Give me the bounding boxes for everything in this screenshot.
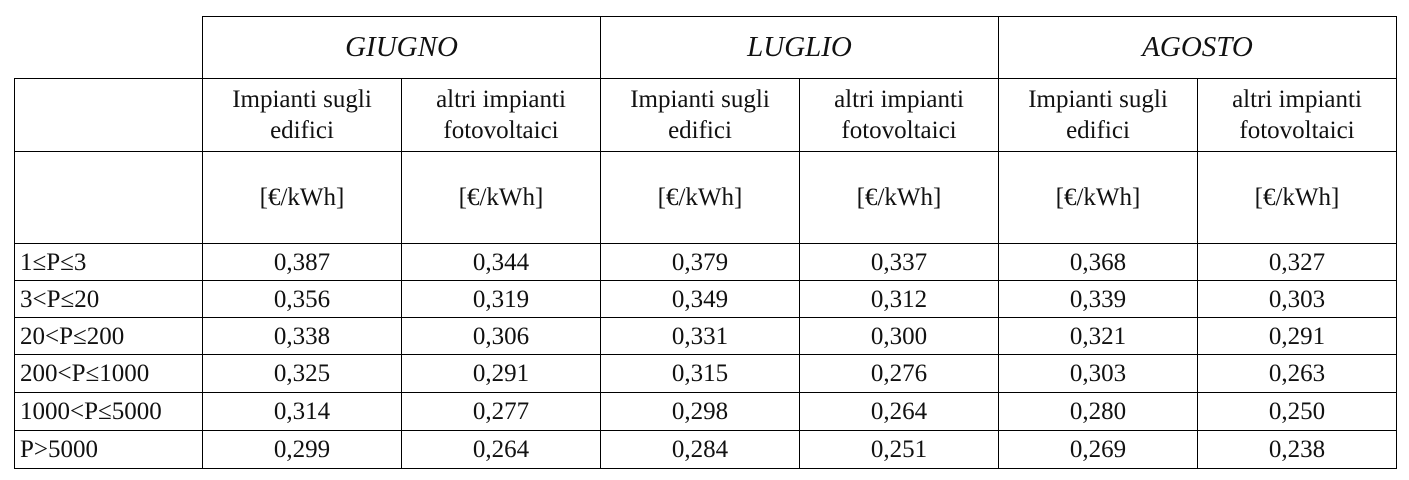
subheader-line: altri impianti [1232,86,1362,113]
power-range-label: P>5000 [14,430,203,469]
unit-cell: [€/kWh] [799,151,999,244]
tariff-value-cell: 0,387 [202,243,402,281]
tariff-value-cell: 0,349 [600,280,800,318]
table-row: 200<P≤1000 0,325 0,291 0,315 0,276 0,303 0,263 [14,354,1397,393]
subheader-impianti-edifici: Impianti sugli edifici [202,78,402,152]
subheader-line: fotovoltaici [841,117,957,144]
tariff-value-cell: 0,368 [998,243,1198,281]
subheader-row: Impianti sugli edifici altri impianti fotov… [14,78,1397,152]
tariff-value-cell: 0,280 [998,392,1198,431]
tariff-value-cell: 0,250 [1197,392,1397,431]
table-row: P>5000 0,299 0,264 0,284 0,251 0,269 0,238 [14,430,1397,469]
tariff-value-cell: 0,264 [401,430,601,469]
row-label-header-cell [14,78,203,152]
tariff-value-cell: 0,337 [799,243,999,281]
subheader-line: edifici [1066,117,1130,144]
subheader-altri-impianti: altri impianti fotovoltaici [401,78,601,152]
power-range-label: 3<P≤20 [14,280,203,318]
tariff-value-cell: 0,303 [1197,280,1397,318]
unit-cell: [€/kWh] [401,151,601,244]
subheader-line: Impianti sugli [232,86,372,113]
subheader-line: edifici [270,117,334,144]
unit-cell: [€/kWh] [202,151,402,244]
table-row: 1000<P≤5000 0,314 0,277 0,298 0,264 0,280 0,25… [14,392,1397,431]
tariff-value-cell: 0,303 [998,354,1198,393]
subheader-impianti-edifici: Impianti sugli edifici [998,78,1198,152]
subheader-line: Impianti sugli [630,86,770,113]
subheader-line: Impianti sugli [1028,86,1168,113]
tariff-value-cell: 0,264 [799,392,999,431]
unit-cell: [€/kWh] [998,151,1198,244]
subheader-impianti-edifici: Impianti sugli edifici [600,78,800,152]
tariff-value-cell: 0,276 [799,354,999,393]
tariff-value-cell: 0,277 [401,392,601,431]
table-row: 1≤P≤3 0,387 0,344 0,379 0,337 0,368 0,327 [14,243,1397,281]
subheader-line: altri impianti [436,86,566,113]
subheader-altri-impianti: altri impianti fotovoltaici [1197,78,1397,152]
subheader-altri-impianti: altri impianti fotovoltaici [799,78,999,152]
tariff-value-cell: 0,325 [202,354,402,393]
tariff-value-cell: 0,338 [202,317,402,355]
tariff-value-cell: 0,319 [401,280,601,318]
subheader-line: fotovoltaici [443,117,559,144]
tariff-value-cell: 0,331 [600,317,800,355]
table-row: 3<P≤20 0,356 0,319 0,349 0,312 0,339 0,303 [14,280,1397,318]
corner-blank-cell [14,16,203,79]
tariff-value-cell: 0,327 [1197,243,1397,281]
tariff-value-cell: 0,269 [998,430,1198,469]
subheader-line: altri impianti [834,86,964,113]
subheader-line: fotovoltaici [1239,117,1355,144]
unit-cell: [€/kWh] [600,151,800,244]
tariff-value-cell: 0,306 [401,317,601,355]
tariff-value-cell: 0,356 [202,280,402,318]
tariff-value-cell: 0,251 [799,430,999,469]
tariff-value-cell: 0,291 [401,354,601,393]
unit-cell: [€/kWh] [1197,151,1397,244]
subheader-line: edifici [668,117,732,144]
power-range-label: 1000<P≤5000 [14,392,203,431]
power-range-label: 1≤P≤3 [14,243,203,281]
month-header-agosto: AGOSTO [998,16,1397,79]
table-row: 20<P≤200 0,338 0,306 0,331 0,300 0,321 0,291 [14,317,1397,355]
tariff-value-cell: 0,284 [600,430,800,469]
tariff-value-cell: 0,238 [1197,430,1397,469]
tariff-value-cell: 0,298 [600,392,800,431]
unit-row: [€/kWh] [€/kWh] [€/kWh] [€/kWh] [€/kWh] [€/kW… [14,151,1397,244]
tariff-value-cell: 0,291 [1197,317,1397,355]
month-header-giugno: GIUGNO [202,16,601,79]
power-range-label: 20<P≤200 [14,317,203,355]
month-header-row: GIUGNO LUGLIO AGOSTO [14,16,1397,79]
row-label-header-cell [14,151,203,244]
tariff-value-cell: 0,344 [401,243,601,281]
tariff-value-cell: 0,299 [202,430,402,469]
tariff-value-cell: 0,300 [799,317,999,355]
tariff-value-cell: 0,379 [600,243,800,281]
tariff-value-cell: 0,314 [202,392,402,431]
month-header-luglio: LUGLIO [600,16,999,79]
tariff-value-cell: 0,312 [799,280,999,318]
tariff-value-cell: 0,315 [600,354,800,393]
tariff-value-cell: 0,321 [998,317,1198,355]
tariff-value-cell: 0,263 [1197,354,1397,393]
power-range-label: 200<P≤1000 [14,354,203,393]
tariff-table: GIUGNO LUGLIO AGOSTO Impianti sugli edifici a… [14,16,1397,469]
tariff-value-cell: 0,339 [998,280,1198,318]
